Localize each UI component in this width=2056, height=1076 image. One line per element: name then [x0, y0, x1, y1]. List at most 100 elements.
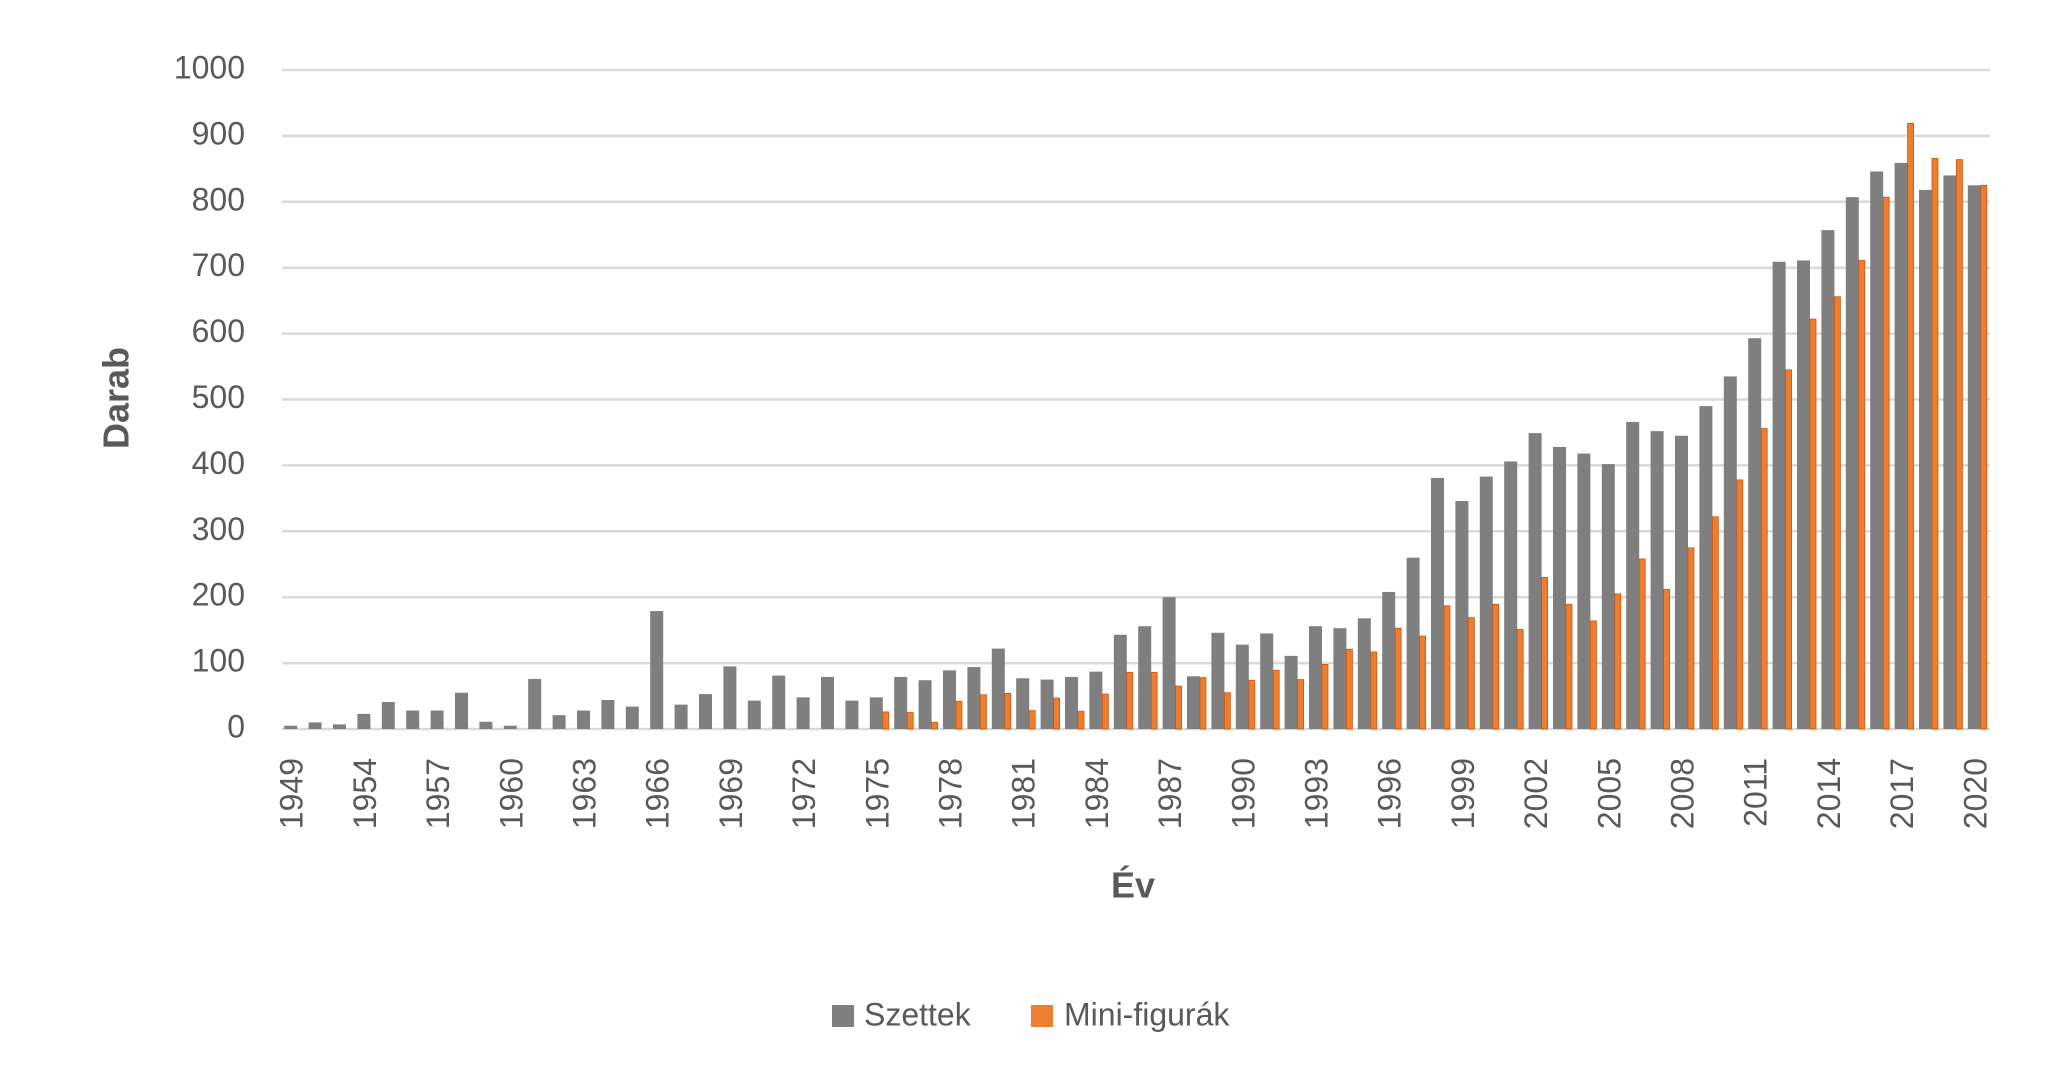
bar — [821, 676, 834, 729]
bar — [980, 694, 987, 730]
bar — [1357, 618, 1371, 729]
bar — [333, 724, 346, 729]
bar — [1785, 369, 1792, 730]
bar — [1712, 516, 1719, 730]
legend-label: Szettek — [864, 996, 972, 1032]
bar — [1541, 577, 1548, 730]
bar — [1077, 710, 1085, 730]
bar — [674, 704, 688, 729]
bar — [1260, 633, 1274, 729]
bar — [699, 694, 712, 729]
bar — [906, 712, 914, 730]
bar — [625, 706, 639, 729]
bar — [1638, 558, 1646, 730]
y-tick-label: 200 — [192, 577, 245, 613]
bar — [1723, 376, 1737, 729]
bar — [1907, 122, 1914, 730]
y-tick-label: 800 — [192, 181, 245, 217]
bar — [1175, 685, 1182, 730]
bar — [1370, 651, 1378, 730]
bar — [1187, 676, 1200, 729]
bar — [1553, 446, 1566, 729]
bar — [1455, 500, 1469, 729]
bar — [1565, 604, 1573, 730]
bar — [1406, 557, 1420, 729]
x-tick-label: 1960 — [493, 758, 529, 829]
bar — [1809, 318, 1817, 730]
bar — [1492, 604, 1500, 730]
bar — [1614, 593, 1622, 730]
bar — [479, 721, 493, 729]
bar — [796, 697, 810, 729]
bar — [955, 700, 963, 730]
bar — [1516, 629, 1524, 730]
bar — [1053, 697, 1060, 730]
bar — [1528, 433, 1542, 729]
x-tick-label: 1966 — [640, 758, 676, 829]
y-tick-label: 500 — [192, 379, 245, 415]
x-tick-label: 1963 — [566, 758, 602, 829]
x-tick-label: 2014 — [1811, 758, 1847, 829]
y-tick-label: 700 — [192, 247, 245, 283]
bar — [1419, 635, 1426, 730]
x-tick-label: 1984 — [1079, 758, 1115, 829]
bar — [1113, 634, 1127, 729]
bar — [1748, 338, 1762, 729]
bar — [1028, 710, 1036, 730]
bar — [967, 667, 981, 729]
bar — [1504, 461, 1518, 729]
bar — [381, 701, 395, 729]
bar — [723, 666, 737, 729]
bar — [1089, 671, 1103, 729]
bar — [931, 722, 938, 730]
x-tick-label: 1981 — [1006, 758, 1042, 829]
x-tick-label: 2011 — [1738, 758, 1774, 827]
bar — [1943, 175, 1957, 729]
x-tick-label: 1969 — [713, 758, 749, 829]
bar — [1699, 406, 1713, 729]
legend-swatch — [832, 1005, 854, 1027]
bar — [406, 710, 420, 729]
legend-label: Mini-figurák — [1064, 996, 1230, 1032]
bar — [1834, 296, 1841, 730]
bar — [1309, 626, 1322, 729]
bar — [1138, 626, 1152, 729]
bar — [1272, 669, 1280, 730]
x-tick-label: 2017 — [1884, 758, 1920, 829]
bar — [918, 680, 932, 729]
bar — [1004, 693, 1012, 730]
bar — [1931, 157, 1939, 730]
bar — [1663, 588, 1670, 730]
bar — [1248, 679, 1256, 730]
bar — [1675, 435, 1688, 729]
x-axis-title: Év — [1111, 865, 1155, 906]
y-tick-label: 600 — [192, 313, 245, 349]
bar — [1772, 261, 1786, 729]
bar — [455, 692, 468, 729]
x-tick-label: 2002 — [1518, 758, 1554, 829]
bar — [308, 722, 322, 729]
y-tick-label: 400 — [192, 445, 245, 481]
bar — [1919, 189, 1932, 730]
bar — [357, 713, 371, 729]
y-tick-label: 1000 — [174, 49, 245, 85]
x-tick-label: 2008 — [1664, 758, 1700, 829]
x-tick-label: 1949 — [274, 758, 310, 829]
bar — [1150, 671, 1158, 730]
bar — [1162, 597, 1176, 729]
bar — [1126, 671, 1134, 730]
bar — [1333, 628, 1347, 729]
y-axis-title: Darab — [96, 347, 137, 449]
bar — [1346, 648, 1353, 730]
bar — [1650, 431, 1664, 729]
x-tick-label: 1996 — [1372, 758, 1408, 829]
bar — [1894, 162, 1908, 729]
bar — [1967, 185, 1981, 729]
bar — [1297, 679, 1304, 730]
bar — [503, 725, 517, 729]
bar — [1858, 260, 1866, 730]
bar — [1199, 677, 1207, 730]
bar — [1211, 632, 1225, 729]
bar — [284, 725, 298, 729]
